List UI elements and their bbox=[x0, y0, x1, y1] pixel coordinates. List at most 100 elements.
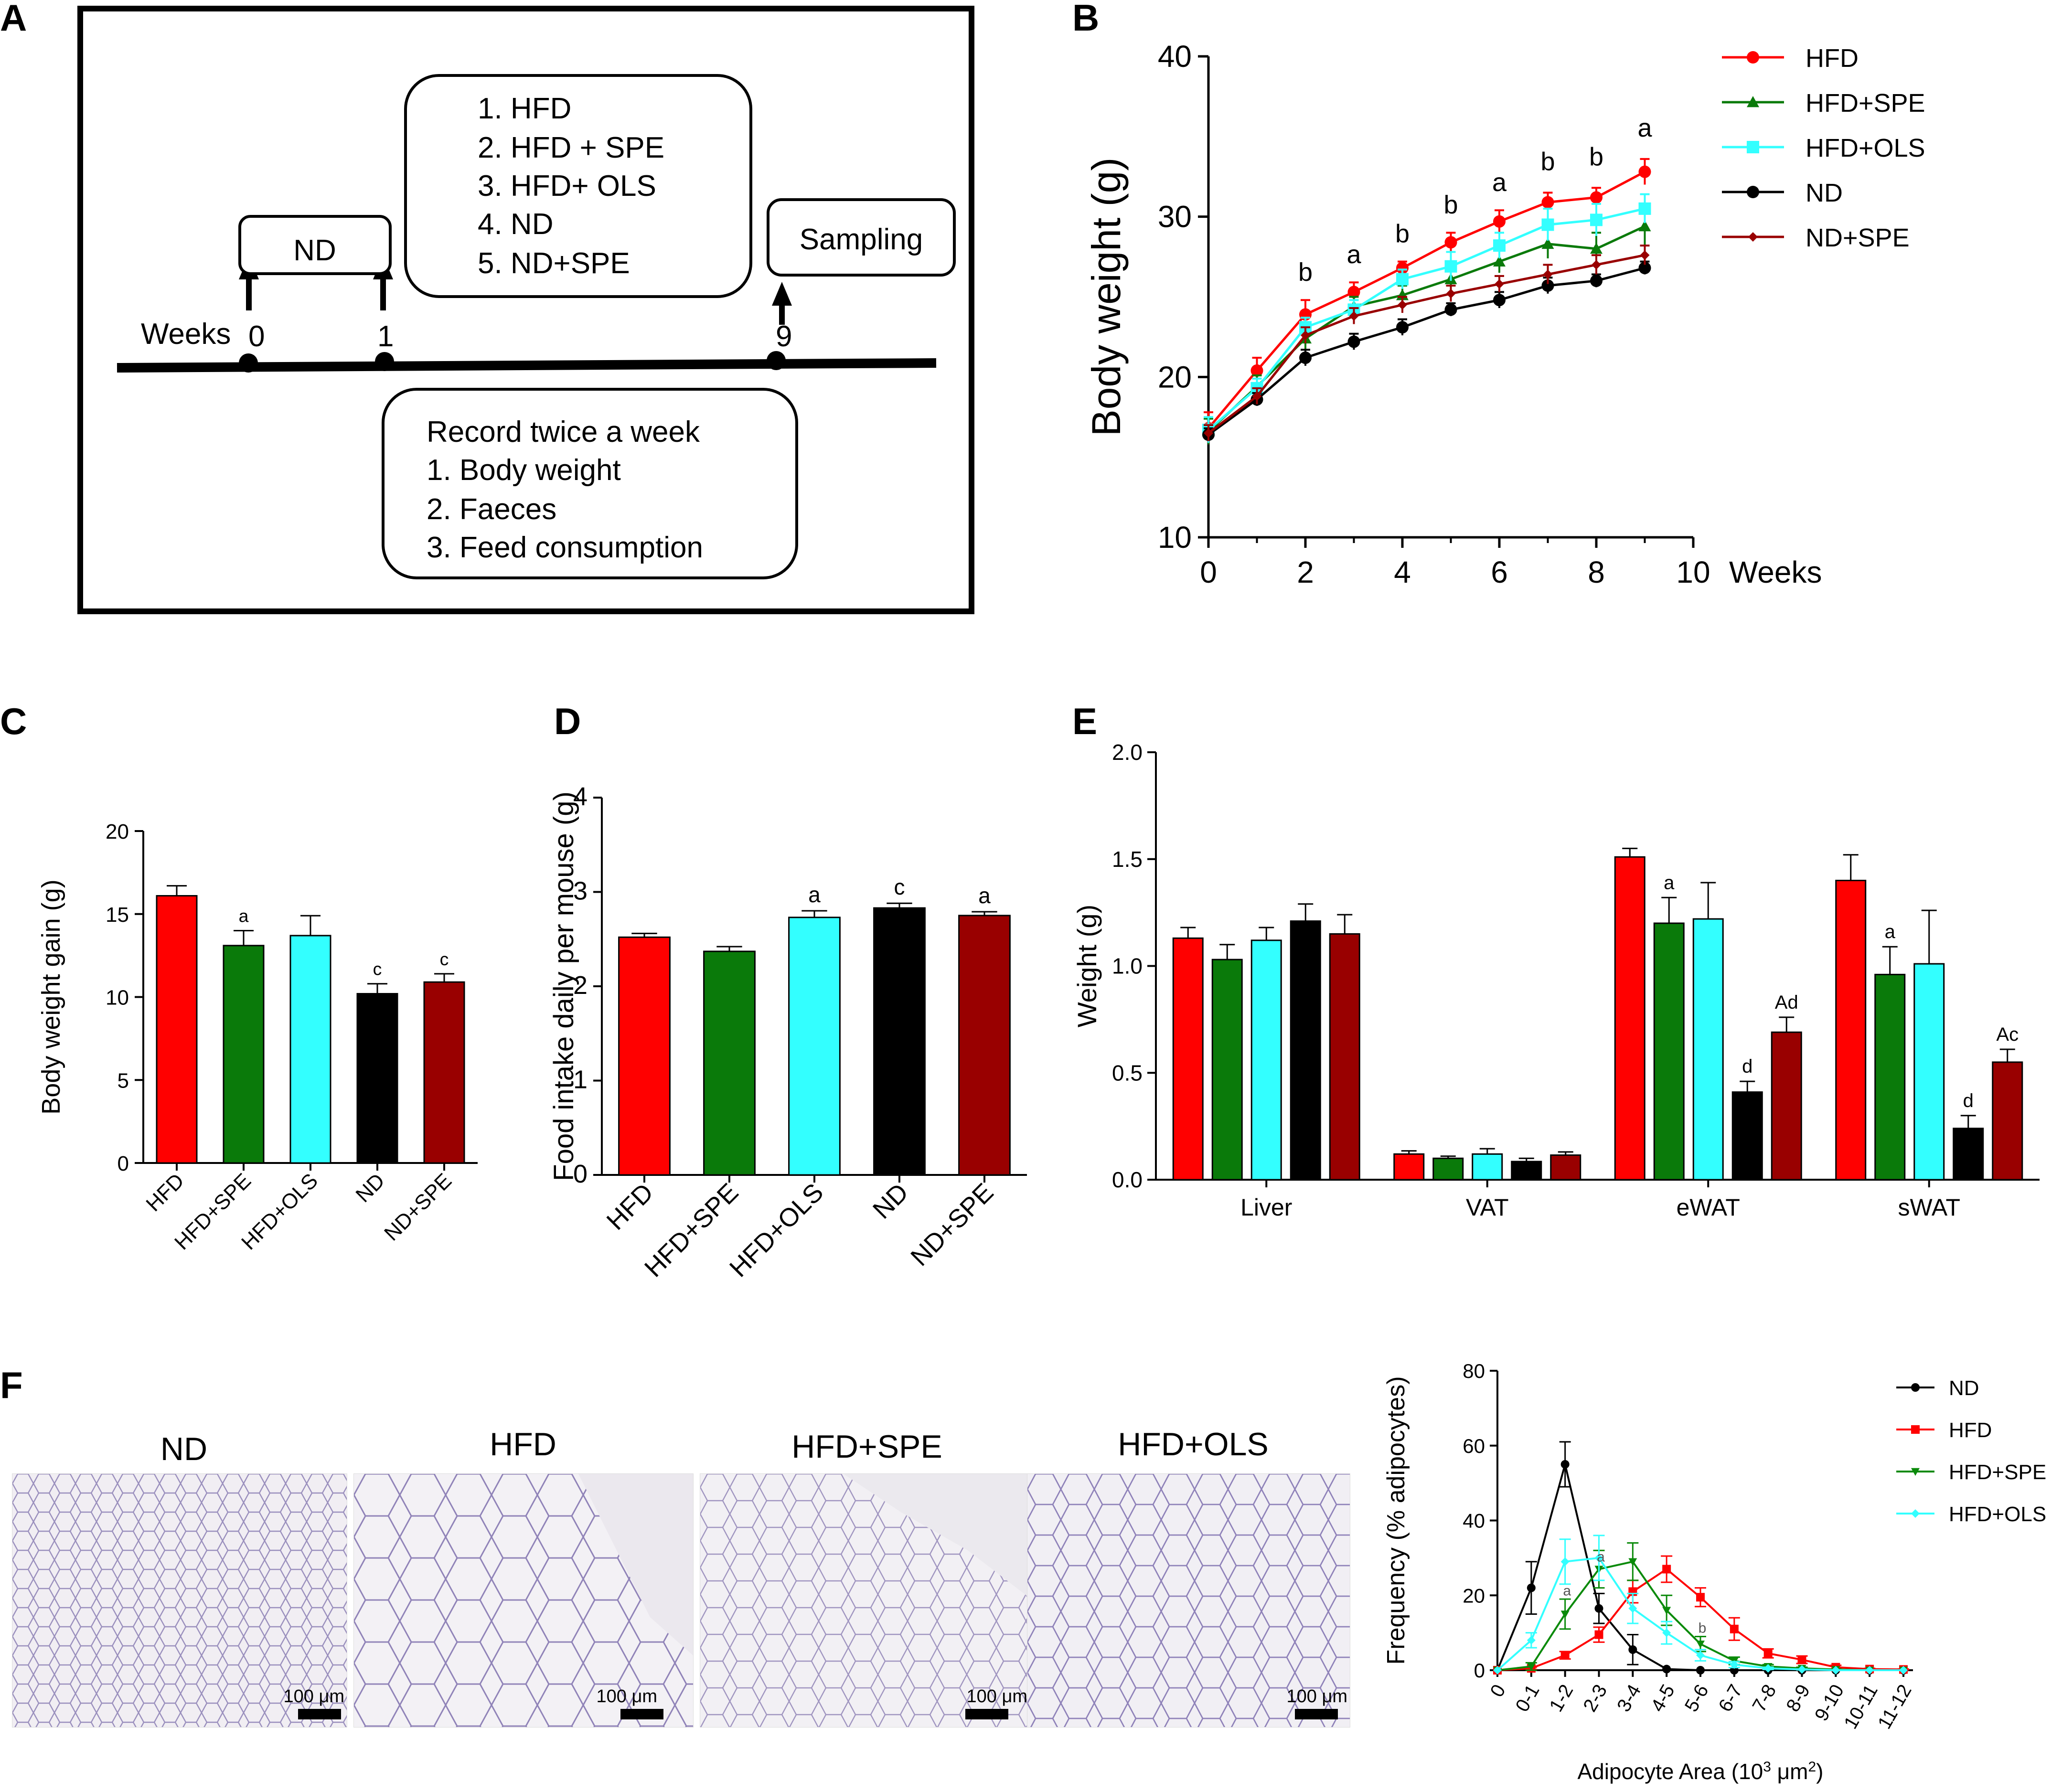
timeline-tick-9: 9 bbox=[776, 320, 792, 353]
e-sig-label: d bbox=[1963, 1090, 1974, 1111]
f-x-label-end: ) bbox=[1816, 1759, 1823, 1784]
c-sig-label: c bbox=[373, 959, 382, 979]
f-point-hfd-ols bbox=[1662, 1628, 1671, 1637]
panel-label-a: A bbox=[0, 0, 27, 39]
group-3: 3. HFD+ OLS bbox=[478, 170, 656, 203]
b-point-nd bbox=[1444, 303, 1457, 316]
b-point-hfd-spe bbox=[1493, 255, 1506, 267]
e-bar-vat-hfd bbox=[1393, 1153, 1425, 1181]
b-point-hfd-spe bbox=[1541, 237, 1554, 249]
b-point-hfd-spe bbox=[1638, 220, 1651, 232]
b-point-nd bbox=[1541, 279, 1554, 292]
d-y-tick-label: 4 bbox=[573, 782, 588, 811]
e-x-tick-label-vat: VAT bbox=[1466, 1194, 1509, 1221]
f-point-hfd-ols bbox=[1628, 1604, 1637, 1613]
f-point-hfd-ols bbox=[1797, 1665, 1806, 1674]
b-legend-marker-hfd bbox=[1747, 51, 1759, 64]
d-sig-label: c bbox=[894, 875, 905, 899]
group-1: 1. HFD bbox=[478, 92, 571, 125]
e-bar-swat-hfd-ols bbox=[1913, 963, 1945, 1181]
f-point-nd bbox=[1696, 1666, 1705, 1675]
e-bar-vat-hfd-spe bbox=[1432, 1157, 1464, 1181]
e-bar-vat-nd-spe bbox=[1550, 1154, 1581, 1181]
f-legend-marker-hfd-spe bbox=[1911, 1468, 1920, 1476]
c-bar-hfd-ols bbox=[289, 935, 331, 1164]
f-point-hfd-ols bbox=[1730, 1660, 1739, 1669]
record-box bbox=[382, 388, 798, 579]
b-x-tick-label: 2 bbox=[1297, 555, 1314, 589]
d-y-tick-label: 0 bbox=[573, 1160, 588, 1188]
b-point-hfd-ols bbox=[1541, 218, 1554, 231]
d-x-tick-label-nd-spe: ND+SPE bbox=[905, 1178, 999, 1271]
b-y-tick-label: 10 bbox=[1158, 520, 1192, 555]
nd-box bbox=[238, 215, 392, 275]
e-y-tick-label: 1.0 bbox=[1112, 954, 1143, 979]
b-point-hfd bbox=[1590, 191, 1603, 204]
e-bar-swat-hfd bbox=[1835, 880, 1867, 1181]
f-x-tick-label: 8-9 bbox=[1782, 1681, 1814, 1716]
e-sig-label: Ac bbox=[1996, 1024, 2019, 1045]
b-line-hfd bbox=[1207, 171, 1645, 429]
group-2: 2. HFD + SPE bbox=[478, 131, 664, 164]
f-point-hfd-ols bbox=[1865, 1666, 1874, 1675]
panel-label-e: E bbox=[1072, 700, 1098, 742]
b-annotation: b bbox=[1395, 219, 1410, 248]
b-line-hfd-spe bbox=[1207, 225, 1645, 433]
e-y-tick-label: 0.5 bbox=[1112, 1060, 1143, 1085]
sampling-box bbox=[767, 198, 956, 277]
scale-label-nd: 100 μm bbox=[283, 1686, 344, 1707]
d-y-tick-label: 3 bbox=[573, 877, 588, 906]
record-item-1: 1. Body weight bbox=[427, 454, 621, 487]
b-point-hfd-ols bbox=[1590, 213, 1603, 226]
b-point-hfd-ols bbox=[1493, 239, 1506, 252]
d-bar-nd-spe bbox=[958, 915, 1011, 1176]
f-y-tick-label: 0 bbox=[1474, 1659, 1485, 1682]
f-point-hfd-ols bbox=[1560, 1557, 1570, 1566]
e-bar-ewat-nd-spe bbox=[1771, 1031, 1802, 1181]
weeks-label: Weeks bbox=[141, 318, 231, 351]
f-x-label-unit: μm bbox=[1771, 1759, 1808, 1784]
nd-box-label: ND bbox=[293, 234, 336, 267]
c-sig-label: c bbox=[440, 949, 449, 969]
c-bar-hfd bbox=[156, 895, 198, 1164]
f-point-nd bbox=[1560, 1460, 1570, 1469]
e-bar-swat-nd-spe bbox=[1992, 1061, 2023, 1181]
b-point-nd-spe bbox=[1349, 311, 1359, 321]
d-x-tick-label-hfd-ols: HFD+OLS bbox=[724, 1178, 829, 1283]
record-item-3: 3. Feed consumption bbox=[427, 531, 703, 564]
f-point-hfd-spe bbox=[1527, 1663, 1536, 1671]
f-point-hfd bbox=[1662, 1565, 1671, 1574]
e-bar-liver-nd-spe bbox=[1329, 933, 1360, 1181]
c-y-tick-label: 15 bbox=[106, 903, 129, 927]
b-x-label: Weeks bbox=[1729, 555, 1822, 589]
f-point-hfd-ols bbox=[1527, 1636, 1536, 1645]
b-line-nd bbox=[1207, 267, 1645, 436]
f-point-hfd bbox=[1696, 1593, 1705, 1602]
b-point-nd bbox=[1590, 274, 1603, 287]
f-y-tick-label: 80 bbox=[1463, 1360, 1485, 1382]
f-legend-label-hfd-ols: HFD+OLS bbox=[1949, 1503, 2046, 1526]
b-point-hfd-ols bbox=[1396, 273, 1409, 286]
group-4: 4. ND bbox=[478, 208, 553, 241]
micrograph-title-nd: ND bbox=[160, 1431, 208, 1467]
b-x-tick-label: 4 bbox=[1394, 555, 1411, 589]
b-point-hfd bbox=[1250, 364, 1263, 377]
groups-box bbox=[404, 74, 752, 298]
e-sig-label: Ad bbox=[1775, 992, 1798, 1013]
b-line-hfd-ols bbox=[1207, 207, 1645, 431]
e-y-label: Weight (g) bbox=[1072, 905, 1102, 1027]
micrograph-hfd: 100 μm bbox=[353, 1473, 694, 1728]
e-bar-swat-hfd-spe bbox=[1874, 973, 1906, 1181]
f-point-hfd-ols bbox=[1493, 1666, 1502, 1675]
b-point-hfd-ols bbox=[1444, 260, 1457, 273]
f-point-hfd bbox=[1763, 1649, 1773, 1658]
b-point-nd-spe bbox=[1446, 288, 1456, 299]
b-annotation: a bbox=[1346, 240, 1361, 269]
b-x-tick-label: 10 bbox=[1676, 555, 1710, 589]
f-annotation: a bbox=[1597, 1549, 1605, 1565]
c-x-tick-label-nd-spe: ND+SPE bbox=[380, 1169, 456, 1245]
f-y-tick-label: 40 bbox=[1463, 1510, 1485, 1532]
b-legend-marker-hfd-ols bbox=[1747, 141, 1759, 153]
micrograph-title-hfd-ols: HFD+OLS bbox=[1118, 1426, 1269, 1462]
d-bar-hfd-spe bbox=[703, 950, 756, 1176]
